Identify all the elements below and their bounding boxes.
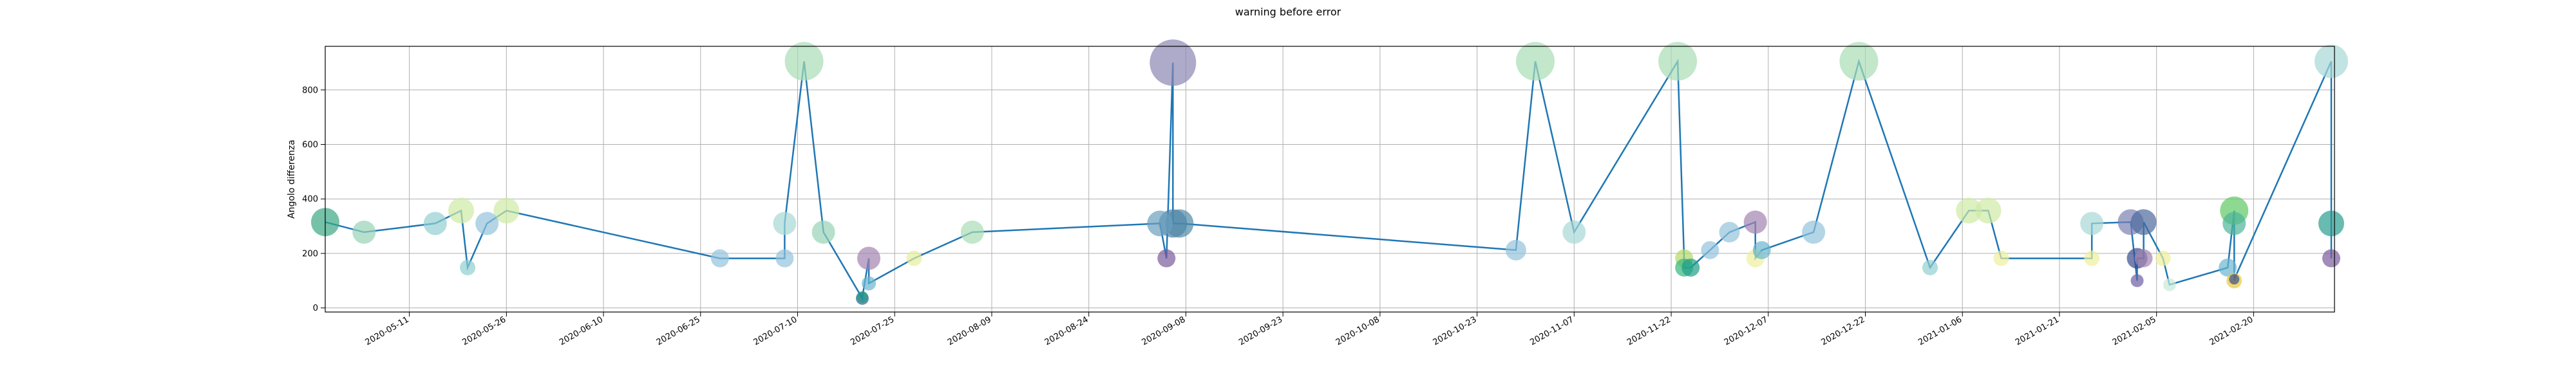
scatter-point — [1975, 198, 2002, 224]
x-tick-label: 2020-08-09 — [946, 315, 993, 347]
x-tick-label: 2020-06-10 — [558, 315, 605, 347]
x-tick-label: 2020-10-08 — [1334, 315, 1381, 347]
scatter-point — [1719, 221, 1740, 243]
scatter-point — [1802, 220, 1826, 244]
x-tick-label: 2020-10-23 — [1432, 315, 1479, 347]
scatter-point — [1922, 259, 1938, 275]
scatter-point — [2222, 212, 2246, 235]
scatter-point — [2229, 274, 2240, 285]
scatter-point — [1993, 250, 2009, 266]
scatter-point — [1658, 42, 1698, 81]
x-tick-label: 2020-05-26 — [460, 315, 507, 347]
scatter-point — [1681, 258, 1700, 277]
y-tick-label: 800 — [302, 86, 318, 95]
x-tick-label: 2021-01-21 — [2014, 315, 2061, 347]
grid-lines — [325, 46, 2334, 312]
scatter-point — [1752, 241, 1771, 259]
scatter-point — [475, 212, 499, 235]
scatter-point — [1150, 39, 1197, 86]
y-tick-label: 0 — [313, 304, 318, 313]
x-tick-label: 2020-11-07 — [1528, 315, 1575, 347]
scatter-point — [2130, 274, 2144, 288]
scatter-point — [1839, 42, 1879, 81]
scatter-point — [811, 220, 835, 244]
scatter-point — [2322, 249, 2340, 268]
scatter-point — [775, 249, 794, 268]
scatter-point — [2155, 250, 2171, 266]
y-tick-label: 400 — [302, 195, 318, 205]
x-tick-label: 2020-09-23 — [1237, 315, 1284, 347]
y-tick-label: 200 — [302, 249, 318, 259]
series-line — [325, 59, 2333, 302]
x-tick-label: 2020-11-22 — [1625, 315, 1672, 347]
scatter-point — [1165, 209, 1194, 238]
scatter-point — [2219, 258, 2237, 277]
x-axis: 2020-05-11 2020-05-26 2020-06-10 2020-06-25… — [364, 312, 2255, 347]
scatter-point — [493, 198, 520, 224]
scatter-point — [2314, 44, 2348, 78]
scatter-point — [1157, 249, 1176, 268]
scatter-point — [2080, 212, 2104, 235]
scatter-point — [423, 212, 447, 235]
scatter-point — [906, 250, 922, 266]
y-axis: 0 200 400 600 800 — [302, 86, 325, 313]
x-tick-label: 2020-06-25 — [655, 315, 702, 347]
scatter-point — [1516, 42, 1555, 81]
scatter-point — [960, 220, 984, 244]
scatter-point — [1505, 239, 1526, 261]
plot-frame — [325, 46, 2335, 313]
scatter-point — [857, 246, 881, 270]
x-tick-label: 2021-01-06 — [1917, 315, 1964, 347]
scatter-point — [460, 259, 476, 275]
scatter-point — [352, 220, 376, 244]
scatter-point — [1743, 210, 1767, 234]
y-tick-label: 600 — [302, 140, 318, 150]
scatter-point — [2318, 210, 2344, 237]
y-axis-label: Angolo differenza — [287, 140, 297, 219]
scatter-point — [773, 212, 797, 235]
scatter-point — [857, 291, 869, 303]
x-tick-label: 2020-08-24 — [1043, 315, 1090, 347]
scatter-point — [2134, 249, 2153, 268]
scatter-point — [1147, 210, 1173, 237]
x-tick-label: 2020-09-08 — [1140, 315, 1187, 347]
scatter-point — [1956, 198, 1982, 224]
x-tick-label: 2021-02-05 — [2111, 315, 2158, 347]
scatter-point — [2084, 250, 2100, 266]
chart-title: warning before error — [1235, 6, 1341, 18]
scatter-point — [2130, 209, 2157, 235]
scatter-point — [448, 198, 475, 224]
x-tick-label: 2021-02-20 — [2208, 315, 2255, 347]
x-tick-label: 2020-05-11 — [364, 315, 411, 347]
x-tick-label: 2020-07-10 — [752, 315, 799, 347]
scatter-markers — [311, 39, 2348, 305]
scatter-point — [2163, 278, 2176, 291]
scatter-point — [784, 42, 824, 81]
scatter-point — [1562, 220, 1586, 244]
x-tick-label: 2020-07-25 — [849, 315, 896, 347]
scatter-point — [1701, 241, 1719, 259]
scatter-point — [862, 276, 876, 291]
scatter-point — [710, 249, 729, 268]
x-tick-label: 2020-12-22 — [1820, 315, 1867, 347]
x-tick-label: 2020-12-07 — [1723, 315, 1770, 347]
